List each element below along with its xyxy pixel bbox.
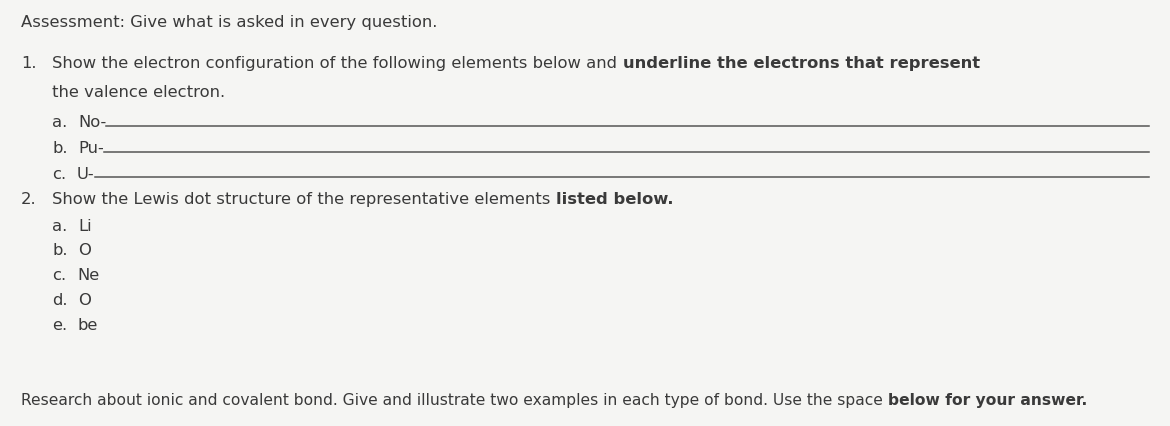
- Text: c.: c.: [53, 166, 67, 181]
- Text: listed below.: listed below.: [556, 192, 674, 207]
- Text: Assessment: Give what is asked in every question.: Assessment: Give what is asked in every …: [21, 15, 438, 30]
- Text: below for your answer.: below for your answer.: [888, 392, 1087, 407]
- Text: Pu-: Pu-: [78, 141, 104, 155]
- Text: a.: a.: [53, 115, 68, 130]
- Text: b.: b.: [53, 141, 68, 155]
- Text: No-: No-: [78, 115, 106, 130]
- Text: a.: a.: [53, 218, 68, 233]
- Text: Ne: Ne: [77, 268, 99, 282]
- Text: underline the electrons that represent: underline the electrons that represent: [622, 55, 979, 70]
- Text: be: be: [78, 317, 98, 332]
- Text: O: O: [78, 292, 91, 307]
- Text: O: O: [78, 243, 91, 258]
- Text: U-: U-: [77, 166, 95, 181]
- Text: c.: c.: [53, 268, 67, 282]
- Text: Show the Lewis dot structure of the representative elements: Show the Lewis dot structure of the repr…: [53, 192, 556, 207]
- Text: 2.: 2.: [21, 192, 36, 207]
- Text: Research about ionic and covalent bond. Give and illustrate two examples in each: Research about ionic and covalent bond. …: [21, 392, 888, 407]
- Text: Li: Li: [78, 218, 91, 233]
- Text: b.: b.: [53, 243, 68, 258]
- Text: the valence electron.: the valence electron.: [53, 85, 226, 100]
- Text: 1.: 1.: [21, 55, 36, 70]
- Text: e.: e.: [53, 317, 68, 332]
- Text: Show the electron configuration of the following elements below and: Show the electron configuration of the f…: [53, 55, 622, 70]
- Text: d.: d.: [53, 292, 68, 307]
